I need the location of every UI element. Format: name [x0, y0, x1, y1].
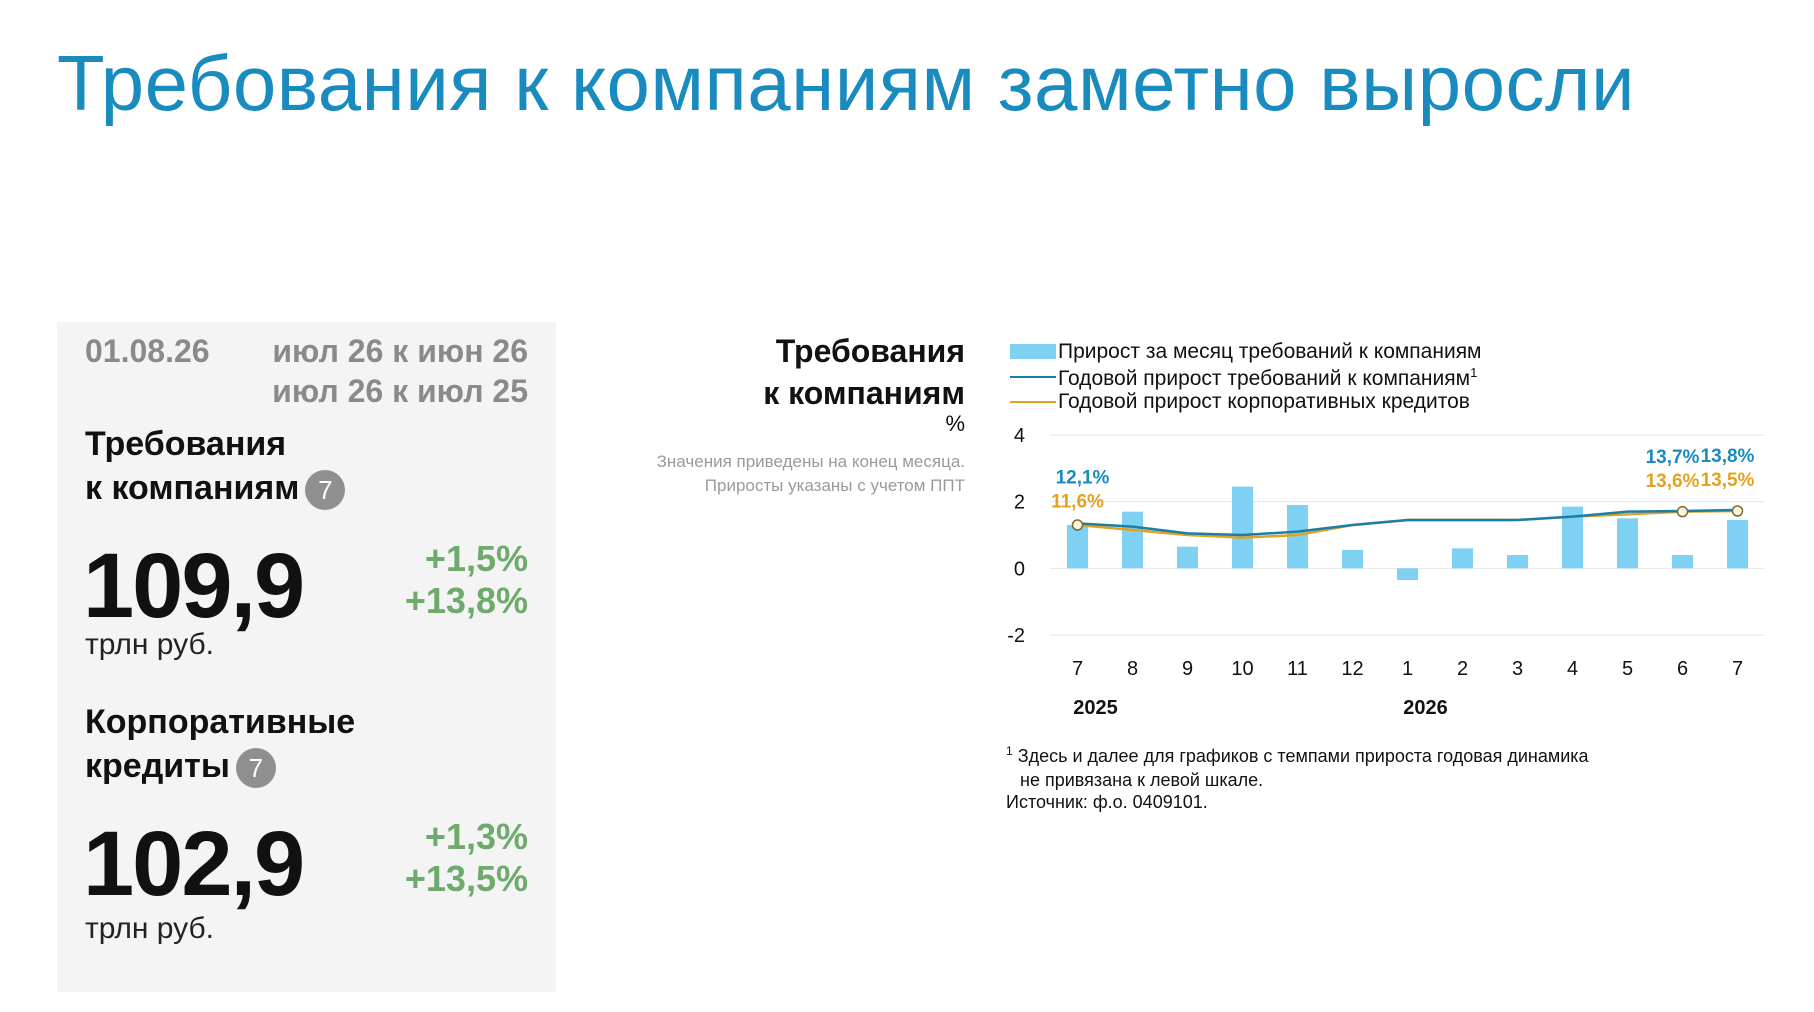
x-tick-label: 9 — [1182, 658, 1193, 680]
footnote-line2: не привязана к левой шкале. — [1020, 770, 1264, 790]
bar-monthly-growth — [1342, 550, 1363, 569]
chart-footnote: 1 Здесь и далее для графиков с темпами п… — [1006, 739, 1589, 792]
metric-title-line2-text: кредиты — [85, 747, 230, 785]
data-label-claims: 13,8% — [1701, 446, 1755, 467]
data-label-loans: 13,5% — [1701, 470, 1755, 491]
footnote-marker: 1 — [1006, 744, 1013, 758]
x-tick-label: 10 — [1231, 658, 1253, 680]
bar-monthly-growth — [1177, 546, 1198, 569]
data-label-loans: 13,6% — [1646, 471, 1700, 492]
metric-value-claims: 109,9 — [83, 535, 305, 637]
bar-monthly-growth — [1067, 525, 1088, 569]
bar-monthly-growth — [1397, 568, 1418, 580]
report-date: 01.08.26 — [85, 333, 210, 369]
x-tick-label: 8 — [1127, 658, 1138, 680]
metric-title-line2-text: к компаниям — [85, 469, 300, 507]
metric-title-loans: Корпоративные кредиты 7 — [85, 700, 356, 789]
chart-title-line2: к компаниям — [763, 375, 965, 411]
bar-monthly-growth — [1617, 518, 1638, 569]
data-label-claims: 13,7% — [1646, 447, 1700, 468]
x-tick-label: 2 — [1457, 658, 1468, 680]
footnote-line1: 1 Здесь и далее для графиков с темпами п… — [1006, 739, 1589, 768]
point-marker — [1731, 505, 1744, 517]
line-claims-yoy — [1077, 508, 1738, 537]
metric-unit-loans: трлн руб. — [85, 912, 215, 945]
bar-monthly-growth — [1232, 486, 1253, 569]
legend-sup: 1 — [1470, 365, 1478, 380]
legend-label-claims-yoy-text: Годовой прирост требований к компаниям — [1058, 367, 1471, 390]
x-tick-label: 1 — [1402, 658, 1413, 680]
x-tick-label: 6 — [1677, 658, 1688, 680]
y-tick-label: 0 — [1014, 558, 1025, 580]
chart-title-line1: Требования — [775, 333, 965, 369]
x-tick-label: 11 — [1287, 658, 1308, 680]
bar-monthly-growth — [1562, 506, 1583, 569]
bar-monthly-growth — [1727, 520, 1748, 569]
data-label-loans: 11,6% — [1051, 491, 1104, 512]
period-yoy-label: июл 26 к июл 25 — [272, 373, 528, 409]
metric-unit-claims: трлн руб. — [85, 628, 215, 661]
period-mom-label: июл 26 к июн 26 — [272, 333, 528, 369]
bar-monthly-growth — [1672, 555, 1693, 569]
x-tick-label: 12 — [1341, 658, 1363, 680]
bar-monthly-growth — [1122, 511, 1143, 569]
legend-swatch-line — [1010, 401, 1056, 403]
x-tick-label: 5 — [1622, 658, 1633, 680]
legend-label-loans-yoy: Годовой прирост корпоративных кредитов — [1058, 390, 1470, 413]
growth-yoy-claims: +13,8% — [404, 580, 528, 621]
y-tick-label: 4 — [1014, 425, 1025, 447]
data-label-claims: 12,1% — [1056, 467, 1110, 488]
chart-unit: % — [945, 411, 965, 436]
chart-note-line2: Приросты указаны с учетом ППТ — [704, 476, 965, 495]
x-tick-label: 4 — [1567, 658, 1578, 680]
stats-panel: 01.08.26 июл 26 к июн 26 июл 26 к июл 25… — [57, 322, 556, 992]
metric-title-line2: к компаниям 7 — [85, 466, 346, 511]
line-loans-yoy — [1077, 509, 1738, 539]
bar-monthly-growth — [1507, 555, 1528, 569]
year-label: 2026 — [1403, 697, 1448, 719]
y-tick-label: -2 — [1007, 625, 1025, 647]
point-marker — [1676, 505, 1689, 518]
chart-title: Требования к компаниям — [763, 330, 965, 414]
legend-swatch-line — [1010, 376, 1056, 378]
metric-title-line1: Корпоративные — [85, 703, 356, 741]
footnote-badge[interactable]: 7 — [305, 470, 346, 511]
metric-title-line2: кредиты 7 — [85, 744, 355, 789]
growth-yoy-loans: +13,5% — [404, 858, 528, 899]
footnote-line1-text: Здесь и далее для графиков с темпами при… — [1017, 746, 1589, 766]
chart-source: Источник: ф.о. 0409101. — [1006, 792, 1208, 812]
legend-label-claims-yoy: Годовой прирост требований к компаниям1 — [1058, 365, 1477, 391]
legend-label-monthly: Прирост за месяц требований к компаниям — [1058, 340, 1482, 363]
chart-note-line1: Значения приведены на конец месяца. — [656, 452, 965, 471]
bar-monthly-growth — [1452, 548, 1473, 569]
year-label: 2025 — [1073, 697, 1118, 719]
metric-title-claims: Требования к компаниям 7 — [85, 422, 346, 511]
footnote-badge[interactable]: 7 — [235, 748, 276, 789]
x-tick-label: 3 — [1512, 658, 1523, 680]
legend-swatch-bar — [1010, 344, 1056, 359]
x-tick-label: 7 — [1732, 658, 1743, 680]
claims-chart: -2 0 2 4 12,1% 13,7% 13,8% 11,6% 13,6% 13,5% 7 8 9 10… — [1007, 425, 1765, 719]
chart-note: Значения приведены на конец месяца. Прир… — [657, 450, 965, 498]
point-marker — [1071, 519, 1084, 531]
page-title: Требования к компаниям заметно выросли — [57, 39, 1636, 127]
metric-value-loans: 102,9 — [83, 813, 305, 915]
y-tick-label: 2 — [1014, 492, 1025, 514]
x-tick-label: 7 — [1072, 658, 1083, 680]
growth-mom-loans: +1,3% — [424, 816, 528, 857]
growth-mom-claims: +1,5% — [424, 538, 528, 579]
metric-title-line1: Требования — [85, 425, 287, 463]
bar-monthly-growth — [1287, 505, 1308, 569]
